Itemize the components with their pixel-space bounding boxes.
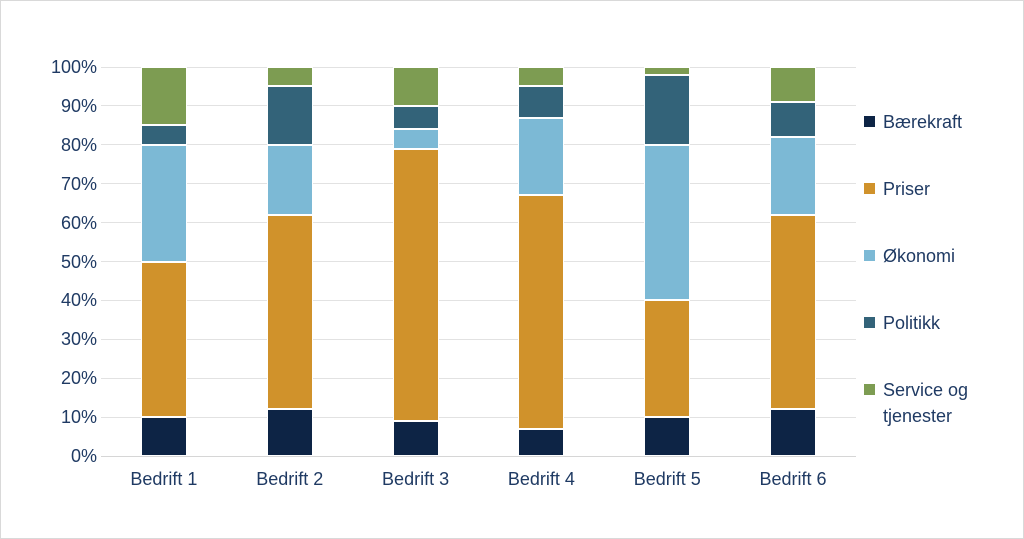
x-axis-category-label: Bedrift 4 — [507, 469, 575, 489]
legend-item: Priser — [864, 176, 1014, 202]
legend-swatch — [864, 384, 875, 395]
bar-segment — [392, 148, 439, 421]
bar-segment — [518, 67, 565, 87]
bar-segment — [266, 214, 313, 410]
stacked-bar — [518, 67, 565, 456]
bar-segment — [392, 105, 439, 130]
x-axis-category-label: Bedrift 3 — [382, 469, 450, 489]
legend-swatch — [864, 250, 875, 261]
gridline — [101, 416, 856, 418]
gridline — [101, 338, 856, 340]
bar-segment — [140, 261, 187, 418]
bar-segment — [518, 195, 565, 429]
legend-label: Økonomi — [883, 246, 956, 266]
bar-segment — [518, 117, 565, 196]
bar-segment — [770, 67, 817, 103]
stacked-bar — [266, 67, 313, 456]
stacked-bar — [770, 67, 817, 456]
legend-label: Bærekraft — [883, 112, 963, 132]
x-axis-category-label: Bedrift 2 — [256, 469, 324, 489]
y-axis-tick-label: 70% — [60, 173, 97, 194]
bar-segment — [266, 86, 313, 145]
bar-slot — [730, 67, 856, 456]
bar-segment — [644, 144, 691, 301]
y-axis-tick-label: 60% — [60, 212, 97, 233]
bar-segment — [644, 67, 691, 75]
gridline — [101, 105, 856, 107]
bar-slot — [101, 67, 227, 456]
legend-item: Bærekraft — [864, 109, 1014, 135]
y-axis: 0% 10% 20% 30% 40% 50% 60% 70% 80% 90% 100% — [29, 57, 97, 466]
stacked-bar — [140, 67, 187, 456]
legend-item: Service og tjenester — [864, 377, 1014, 429]
bar-segment — [770, 409, 817, 456]
gridline — [101, 222, 856, 224]
legend-swatch — [864, 183, 875, 194]
bar-segment — [644, 74, 691, 145]
legend-item: Politikk — [864, 310, 1014, 336]
bar-slot — [478, 67, 604, 456]
legend-label: Politikk — [883, 313, 941, 333]
gridline — [101, 144, 856, 146]
bar-segment — [518, 428, 565, 456]
legend-swatch — [864, 317, 875, 328]
y-axis-tick-label: 30% — [60, 329, 97, 350]
bar-segment — [140, 67, 187, 126]
bar-segment — [644, 417, 691, 456]
y-axis-tick-label: 90% — [60, 95, 97, 116]
legend-item: Økonomi — [864, 243, 1014, 269]
bar-segment — [266, 67, 313, 87]
y-axis-tick-label: 80% — [60, 134, 97, 155]
bar-slot — [604, 67, 730, 456]
gridline — [101, 261, 856, 262]
bar-segment — [140, 125, 187, 145]
bar-segment — [140, 144, 187, 262]
bar-segment — [392, 421, 439, 456]
y-axis-tick-label: 100% — [50, 57, 97, 77]
bar-segment — [518, 86, 565, 118]
gridline — [101, 299, 856, 301]
stacked-bar — [644, 67, 691, 456]
y-axis-tick-label: 0% — [70, 446, 97, 466]
bar-segment — [644, 300, 691, 418]
legend-label: Priser — [883, 179, 931, 199]
legend: Bærekraft Priser Økonomi Politikk Service og… — [864, 109, 1014, 470]
bar-segment — [770, 214, 817, 410]
gridline — [101, 377, 856, 379]
gridline — [101, 183, 856, 185]
x-axis-category-label: Bedrift 5 — [633, 469, 701, 489]
bar-segment — [392, 67, 439, 106]
bar-segment — [770, 137, 817, 215]
y-axis-tick-label: 10% — [60, 407, 97, 428]
bar-segment — [770, 102, 817, 138]
bar-segment — [266, 409, 313, 456]
y-axis-tick-label: 50% — [60, 251, 97, 272]
gridline — [101, 66, 856, 68]
bar-slot — [353, 67, 479, 456]
bar-segment — [266, 144, 313, 215]
legend-label: Service og tjenester — [883, 380, 969, 426]
bar-slot — [227, 67, 353, 456]
y-axis-tick-label: 40% — [60, 290, 97, 311]
bar-segment — [140, 417, 187, 456]
x-axis: Bedrift 1 Bedrift 2 Bedrift 3 Bedrift 4 Bedr… — [101, 465, 856, 490]
y-axis-tick-label: 20% — [60, 368, 97, 389]
bars-row — [101, 67, 856, 456]
x-axis-category-label: Bedrift 6 — [759, 469, 827, 489]
x-axis-category-label: Bedrift 1 — [130, 469, 198, 489]
x-axis-baseline — [101, 455, 856, 457]
bar-segment — [392, 129, 439, 149]
legend-swatch — [864, 116, 875, 127]
stacked-bar — [392, 67, 439, 456]
plot-area — [101, 66, 856, 457]
